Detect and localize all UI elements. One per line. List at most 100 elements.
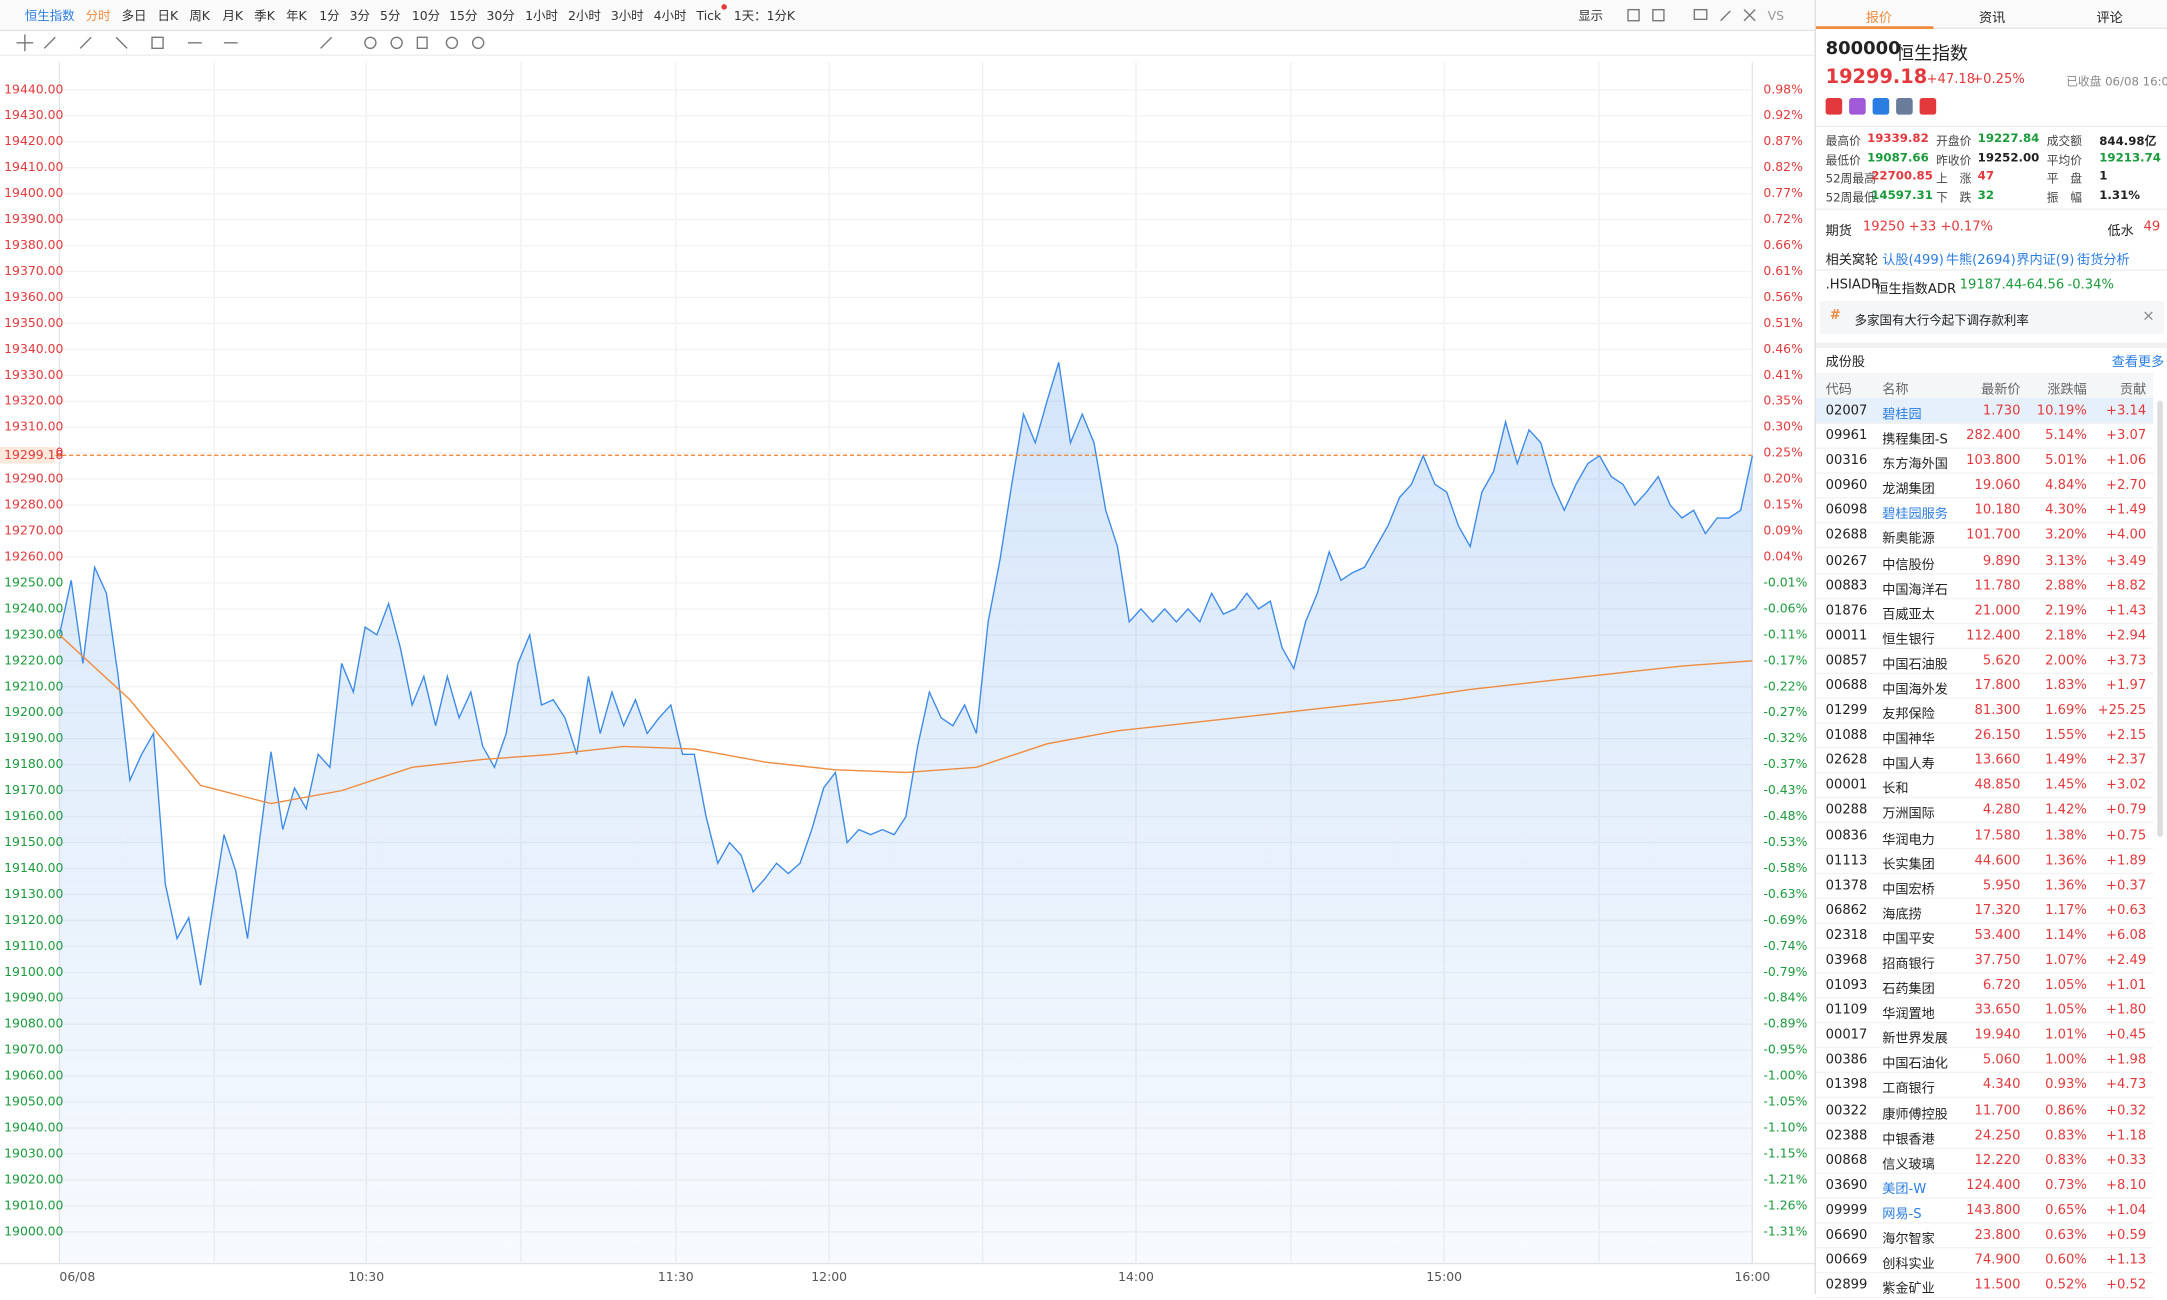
stat-label: 平均价 (2046, 153, 2083, 168)
period-button[interactable]: 3小时 (611, 8, 644, 23)
table-row[interactable]: 01876 百威亚太 21.000 2.19% +1.43 (1815, 598, 2154, 624)
chart: 显示 VS 恒生指数 分时 多日 日K 周K 月K 季K 年K 1分 3分 5分 10分 15分 30分 1… (0, 4, 1815, 1284)
period-button[interactable]: 1天：1分K (734, 8, 796, 23)
news-box[interactable] (1820, 301, 2165, 335)
period-button[interactable]: 15分 (449, 8, 477, 23)
pct-tick-label: -0.84% (1763, 990, 1807, 1005)
period-button[interactable]: 分时 (86, 8, 111, 23)
table-row[interactable]: 00017 新世界发展 19.940 1.01% +0.45 (1815, 1022, 2154, 1049)
period-button[interactable]: 恒生指数 (25, 8, 75, 23)
table-row[interactable]: 00836 华润电力 17.580 1.38% +0.75 (1815, 822, 2154, 849)
table-row[interactable]: 00288 万洲国际 4.280 1.42% +0.79 (1815, 797, 2154, 824)
period-button[interactable]: 30分 (486, 8, 514, 23)
display-button[interactable]: 显示 (1578, 8, 1603, 23)
more-link[interactable]: 查看更多 (2111, 354, 2165, 371)
warrant-link[interactable]: 牛熊(2694) (1945, 252, 2016, 268)
table-row[interactable]: 03690 美团-W 124.400 0.73% +8.10 (1815, 1172, 2154, 1199)
cell-price: 5.060 (1982, 1052, 2021, 1068)
table-row[interactable]: 02899 紫金矿业 11.500 0.52% +0.52 (1815, 1272, 2154, 1299)
divider (1815, 208, 2167, 210)
period-button[interactable]: 月K (223, 8, 244, 23)
cell-price: 44.600 (1974, 852, 2021, 869)
table-row[interactable]: 09999 网易-S 143.800 0.65% +1.04 (1815, 1197, 2154, 1224)
cell-pct: 2.88% (2045, 578, 2087, 594)
news[interactable]: 多家国有大行今起下调存款利率 (1854, 314, 2029, 329)
x-tick-label: 10:30 (348, 1269, 384, 1284)
period-button[interactable]: 年K (286, 8, 307, 23)
cell-contrib: +1.18 (2105, 1127, 2147, 1143)
period-button[interactable]: 日K (158, 8, 179, 23)
table-row[interactable]: 01378 中国宏桥 5.950 1.36% +0.37 (1815, 872, 2154, 899)
table-row[interactable]: 09961 携程集团-S 282.400 5.14% +3.07 (1815, 423, 2154, 449)
cell-price: 17.800 (1974, 678, 2021, 694)
warrant-link[interactable]: 街货分析 (2077, 252, 2130, 268)
stat-label: 开盘价 (1936, 135, 1972, 150)
period-button[interactable]: 2小时 (568, 8, 601, 23)
cell-pct: 1.49% (2045, 752, 2087, 769)
table-row[interactable]: 00857 中国石油股 5.620 2.00% +3.73 (1815, 648, 2154, 674)
period-button[interactable]: 1分 (319, 8, 339, 23)
section-title: 成份股 (1825, 354, 1866, 371)
cell-name: 华润置地 (1882, 1006, 1935, 1023)
cell-contrib: +0.33 (2105, 1152, 2147, 1168)
table-row[interactable]: 00316 东方海外国 103.800 5.01% +1.06 (1815, 448, 2154, 474)
table-row[interactable]: 02628 中国人寿 13.660 1.49% +2.37 (1815, 747, 2154, 774)
cell-price: 24.250 (1974, 1127, 2021, 1143)
cell-price: 37.750 (1974, 952, 2021, 969)
warrant-link[interactable]: 界内证(9) (2016, 252, 2075, 268)
drawing-tools[interactable] (16, 8, 1756, 52)
table-row[interactable]: 00386 中国石油化 5.060 1.00% +1.98 (1815, 1047, 2154, 1074)
tab[interactable]: 报价 (1865, 11, 1892, 27)
cell-name: 中国石油股 (1882, 657, 1948, 673)
table-row[interactable]: 02688 新奥能源 101.700 3.20% +4.00 (1815, 523, 2154, 549)
table-row[interactable]: 00001 长和 48.850 1.45% +3.02 (1815, 772, 2154, 799)
y-tick-label: 19430.00 (4, 107, 63, 122)
period-button[interactable]: 季K (254, 8, 275, 23)
table-row[interactable]: 00868 信义玻璃 12.220 0.83% +0.33 (1815, 1147, 2154, 1174)
period-button[interactable]: Tick (696, 8, 722, 23)
cell-name: 百威亚太 (1882, 607, 1935, 623)
cell-price: 124.400 (1966, 1177, 2021, 1193)
table-row[interactable]: 01113 长实集团 44.600 1.36% +1.89 (1815, 847, 2154, 874)
table-row[interactable]: 03968 招商银行 37.750 1.07% +2.49 (1815, 947, 2154, 974)
period-button[interactable]: 5分 (380, 8, 400, 23)
pct-tick-label: 0.66% (1763, 237, 1803, 252)
table-row[interactable]: 00688 中国海外发 17.800 1.83% +1.97 (1815, 673, 2154, 699)
period-button[interactable]: 周K (189, 8, 210, 23)
table-row[interactable]: 00960 龙湖集团 19.060 4.84% +2.70 (1815, 473, 2154, 499)
cell-name: 中国平安 (1882, 932, 1935, 948)
scrollbar[interactable] (2157, 400, 2163, 837)
table-row[interactable]: 01088 中国神华 26.150 1.55% +2.15 (1815, 722, 2154, 749)
table-row[interactable]: 00669 创科实业 74.900 0.60% +1.13 (1815, 1247, 2154, 1274)
period-button[interactable]: 1小时 (525, 8, 558, 23)
table-row[interactable]: 00011 恒生银行 112.400 2.18% +2.94 (1815, 623, 2154, 649)
table-row[interactable]: 00322 康师傅控股 11.700 0.86% +0.32 (1815, 1097, 2154, 1124)
period-button[interactable]: 3分 (350, 8, 370, 23)
cell-pct: 0.65% (2045, 1202, 2087, 1218)
table-row[interactable]: 06098 碧桂园服务 10.180 4.30% +1.49 (1815, 498, 2154, 524)
vs-button[interactable]: VS (1768, 8, 1785, 23)
table-row[interactable]: 06862 海底捞 17.320 1.17% +0.63 (1815, 897, 2154, 924)
table-row[interactable]: 02388 中银香港 24.250 0.83% +1.18 (1815, 1122, 2154, 1149)
table-row[interactable]: 06690 海尔智家 23.800 0.63% +0.59 (1815, 1222, 2154, 1249)
pct-tick-label: -0.79% (1763, 964, 1807, 979)
pct-tick-label: -1.05% (1763, 1094, 1807, 1109)
table-row[interactable]: 02007 碧桂园 1.730 10.19% +3.14 (1815, 397, 2154, 424)
tab[interactable]: 资讯 (1979, 11, 2006, 27)
tab[interactable]: 评论 (2096, 11, 2123, 27)
close-button[interactable]: × (2142, 306, 2155, 325)
cell-price: 74.900 (1974, 1252, 2021, 1268)
table-row[interactable]: 00267 中信股份 9.890 3.13% +3.49 (1815, 548, 2154, 574)
period-button[interactable]: 10分 (412, 8, 440, 23)
price-line (58, 362, 1754, 986)
warrant-link[interactable]: 认股(499) (1882, 252, 1944, 268)
table-row[interactable]: 01093 石药集团 6.720 1.05% +1.01 (1815, 972, 2154, 999)
table-row[interactable]: 01398 工商银行 4.340 0.93% +4.73 (1815, 1072, 2154, 1099)
table-row[interactable]: 00883 中国海洋石 11.780 2.88% +8.82 (1815, 573, 2154, 599)
table-row[interactable]: 02318 中国平安 53.400 1.14% +6.08 (1815, 922, 2154, 949)
table-row[interactable]: 01299 友邦保险 81.300 1.69% +25.25 (1815, 698, 2154, 724)
period-button[interactable]: 4小时 (654, 8, 687, 23)
table-row[interactable]: 01109 华润置地 33.650 1.05% +1.80 (1815, 997, 2154, 1024)
period-button[interactable]: 多日 (122, 8, 147, 23)
cell-pct: 4.84% (2045, 478, 2087, 494)
